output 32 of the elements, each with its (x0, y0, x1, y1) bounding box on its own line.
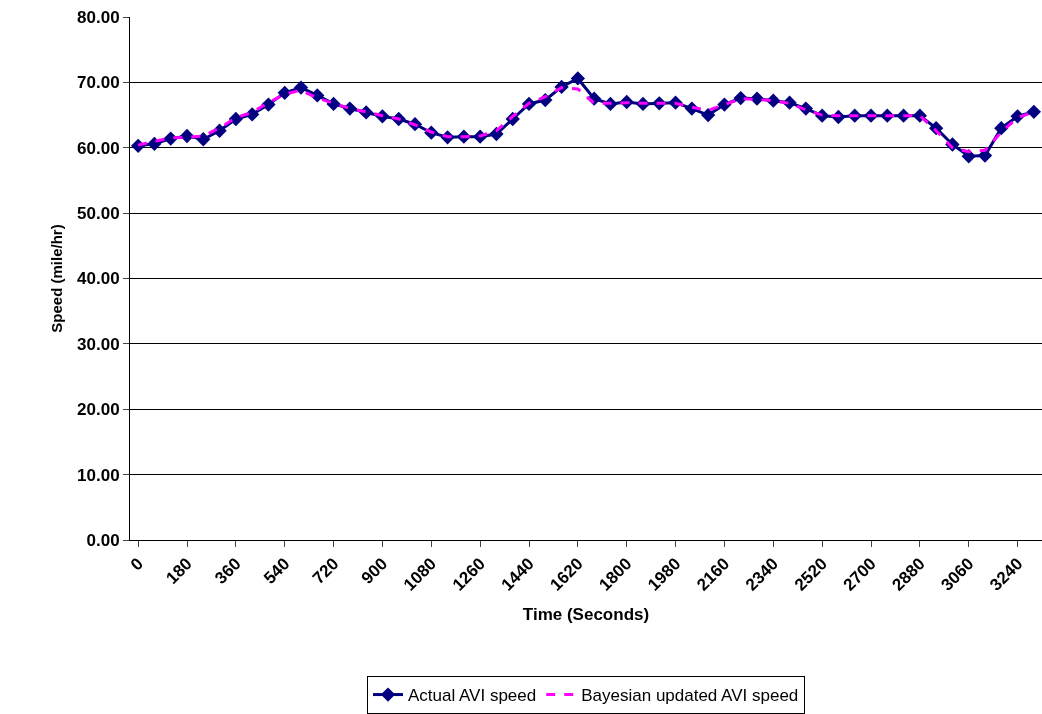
point (261, 97, 276, 112)
point (700, 107, 716, 123)
y-tick-label: 80.00 (77, 7, 120, 27)
y-tick-label: 50.00 (77, 204, 120, 224)
y-tick-label: 60.00 (77, 138, 120, 158)
x-tick-label: 0 (126, 554, 147, 575)
legend-label: Bayesian updated AVI speed (581, 686, 799, 706)
y-tick-label: 40.00 (77, 269, 120, 289)
y-tick-label: 20.00 (77, 400, 120, 420)
y-axis-title: Speed (mile/hr) (48, 224, 66, 333)
y-tick-label: 30.00 (77, 334, 120, 354)
point (994, 120, 1009, 136)
x-tick-label: 720 (308, 554, 343, 588)
point (277, 85, 292, 100)
y-tick-label: 70.00 (77, 73, 120, 93)
x-tick-label: 360 (211, 554, 245, 588)
point (912, 108, 928, 123)
x-tick-label: 900 (357, 554, 392, 588)
point (570, 71, 586, 86)
point (179, 128, 195, 144)
x-tick-label: 180 (162, 554, 196, 588)
x-tick-label: 540 (260, 554, 294, 588)
y-tick-label: 10.00 (77, 465, 120, 485)
point (196, 132, 211, 147)
point (228, 111, 244, 127)
point (717, 97, 732, 112)
x-axis-title: Time (Seconds) (522, 604, 650, 624)
point (1026, 104, 1042, 119)
point (326, 96, 341, 112)
legend-label: Actual AVI speed (408, 686, 537, 706)
point (293, 80, 309, 95)
y-tick-label: 0.00 (86, 530, 120, 550)
